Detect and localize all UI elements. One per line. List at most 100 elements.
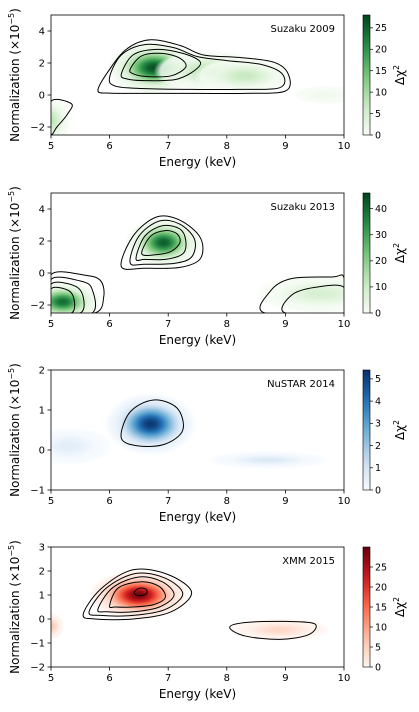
colorbar-tick-label: 4 — [375, 396, 381, 407]
contour-line — [109, 581, 166, 609]
contour-line — [97, 39, 291, 95]
heatmap — [51, 215, 344, 313]
colorbar-tick-label: 10 — [375, 622, 387, 633]
colorbar-tick-label: 25 — [375, 562, 387, 573]
y-tick-label: 2 — [39, 59, 45, 70]
colorbar-tick-label: 20 — [375, 256, 387, 267]
x-axis-label: Energy (keV) — [159, 333, 236, 347]
x-tick-label: 7 — [165, 673, 171, 684]
colorbar-label-main: Δχ — [393, 248, 407, 263]
x-tick-label: 5 — [48, 319, 54, 330]
contour-line — [51, 271, 105, 313]
heatmap-region — [293, 85, 344, 105]
x-tick-label: 7 — [165, 319, 171, 330]
contour-line — [88, 572, 184, 617]
panel-annotation: Suzaku 2009 — [270, 24, 335, 35]
y-axis-label-main: Normalization (×10 — [8, 380, 22, 497]
contour-line — [51, 98, 73, 135]
contour-line — [141, 230, 181, 257]
heatmap-region — [124, 216, 203, 269]
x-tick-label: 8 — [224, 141, 230, 152]
colorbar-tick-label: 20 — [375, 45, 387, 56]
colorbar-tick-label: 15 — [375, 602, 387, 613]
x-tick-label: 9 — [282, 319, 288, 330]
y-tick-label: 0 — [39, 615, 45, 626]
y-axis-label-close: ) — [8, 540, 22, 545]
colorbar-tick-label: 0 — [375, 308, 381, 319]
x-tick-label: 8 — [224, 496, 230, 507]
colorbar-tick-label: 0 — [375, 662, 381, 673]
x-tick-label: 7 — [165, 496, 171, 507]
contour-line — [129, 219, 196, 266]
x-tick-label: 6 — [106, 141, 112, 152]
x-tick-label: 9 — [282, 673, 288, 684]
colorbar-tick-label: 10 — [375, 282, 387, 293]
colorbar — [362, 369, 371, 491]
panel-1: 5 6 7 8 9 10 −2 0 2 4 Suzaku 2009 Energy (keV) Norma… — [7, 8, 407, 169]
colorbar — [362, 14, 371, 136]
panel-annotation: Suzaku 2013 — [270, 202, 335, 213]
plot-frame — [50, 192, 345, 314]
colorbar-tick-label: 2 — [375, 441, 381, 452]
x-tick-label: 6 — [106, 319, 112, 330]
panel-annotation: NuSTAR 2014 — [267, 379, 335, 390]
y-tick-label: −2 — [30, 301, 45, 312]
contour-line — [51, 281, 85, 313]
x-tick-label: 5 — [48, 673, 54, 684]
x-axis-label: Energy (keV) — [159, 687, 236, 701]
contour-line — [120, 48, 202, 82]
panel-4: 5 6 7 8 9 10 −2 −1 0 1 2 3 XMM 2015 Energy (keV) Norma… — [7, 540, 407, 701]
y-axis-label-close: ) — [8, 8, 22, 13]
heatmap-region — [51, 612, 65, 640]
heatmap — [51, 568, 330, 642]
contour-line — [51, 276, 97, 313]
colorbar-tick-label: 1 — [375, 463, 381, 474]
colorbar-tick-label: 25 — [375, 23, 387, 34]
colorbar-label-main: Δχ — [393, 425, 407, 440]
x-tick-label: 10 — [338, 673, 351, 684]
heatmap-region — [51, 96, 72, 135]
y-axis-label: Normalization (×10−5) — [7, 186, 22, 320]
colorbar-tick-label: 40 — [375, 204, 387, 215]
y-tick-label: 4 — [39, 27, 45, 38]
y-axis-label-main: Normalization (×10 — [8, 25, 22, 142]
x-tick-label: 6 — [106, 673, 112, 684]
contour-line — [82, 568, 193, 621]
colorbar-tick-label: 3 — [375, 419, 381, 430]
y-tick-label: 0 — [39, 446, 45, 457]
y-tick-label: 1 — [39, 591, 45, 602]
x-tick-label: 6 — [106, 496, 112, 507]
y-tick-label: 2 — [39, 237, 45, 248]
y-axis-label-close: ) — [8, 363, 22, 368]
y-tick-label: 4 — [39, 205, 45, 216]
colorbar-label-exponent: 2 — [392, 420, 401, 425]
heatmap-region — [51, 427, 114, 465]
y-axis-label-main: Normalization (×10 — [8, 557, 22, 674]
y-axis-label-exponent: −5 — [7, 13, 16, 25]
plot-frame — [50, 14, 345, 136]
y-axis-label-exponent: −5 — [7, 545, 16, 557]
colorbar-tick-label: 15 — [375, 66, 387, 77]
y-tick-label: 0 — [39, 269, 45, 280]
y-tick-label: 2 — [39, 366, 45, 377]
x-tick-label: 8 — [224, 673, 230, 684]
contour-line — [120, 399, 184, 448]
y-axis-label-exponent: −5 — [7, 191, 16, 203]
colorbar — [362, 192, 371, 314]
heatmap-region — [253, 274, 344, 313]
contour-line — [97, 576, 175, 613]
y-axis-label-close: ) — [8, 186, 22, 191]
panel-2: 5 6 7 8 9 10 −2 0 2 4 Suzaku 2013 Energy (keV) Norma… — [7, 186, 407, 347]
heatmap-region — [194, 57, 295, 95]
colorbar-tick-label: 20 — [375, 582, 387, 593]
colorbar-label-exponent: 2 — [392, 65, 401, 70]
colorbar-label: Δχ2 — [392, 243, 407, 263]
colorbar — [362, 546, 371, 668]
heatmap — [51, 39, 344, 135]
x-tick-label: 10 — [338, 496, 351, 507]
contour-line — [129, 52, 187, 78]
colorbar-tick-label: 5 — [375, 374, 381, 385]
contour-line — [133, 587, 148, 597]
